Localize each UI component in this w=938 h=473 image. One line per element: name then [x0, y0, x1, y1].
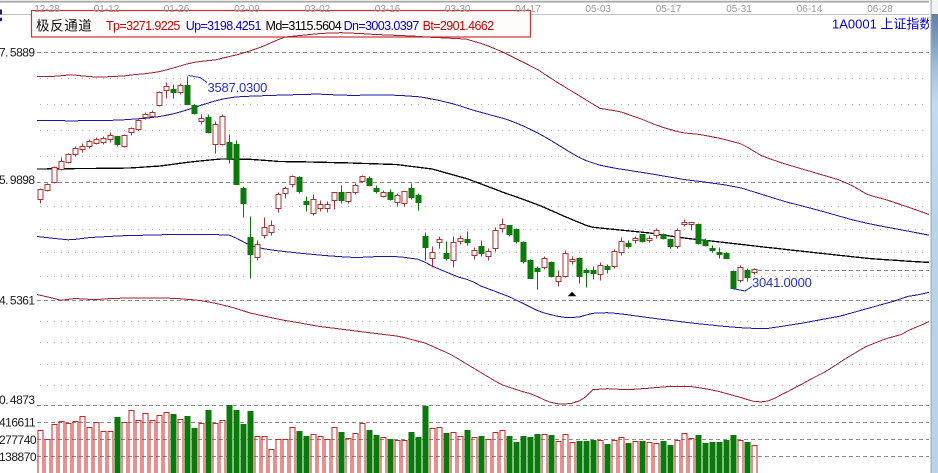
- svg-text:03-16: 03-16: [375, 4, 401, 15]
- svg-text:1A0001 上证指数: 1A0001 上证指数: [832, 17, 932, 32]
- svg-text:03-30: 03-30: [445, 4, 471, 15]
- svg-text:02-09: 02-09: [234, 4, 260, 15]
- svg-text:Tp=3271.9225: Tp=3271.9225: [106, 19, 180, 33]
- svg-text:05-17: 05-17: [656, 4, 682, 15]
- svg-text:3041.0000: 3041.0000: [752, 275, 812, 290]
- svg-text:5. 9898: 5. 9898: [0, 173, 35, 187]
- svg-text:12-28: 12-28: [34, 4, 60, 15]
- svg-text:4. 5361: 4. 5361: [0, 294, 35, 308]
- svg-text:03-02: 03-02: [305, 4, 331, 15]
- svg-text:7. 5889: 7. 5889: [0, 46, 35, 60]
- svg-text:06-14: 06-14: [797, 4, 823, 15]
- svg-text:05-31: 05-31: [726, 4, 752, 15]
- svg-text:277740: 277740: [0, 433, 37, 447]
- svg-text:04-17: 04-17: [515, 4, 541, 15]
- svg-text:01-12: 01-12: [94, 4, 120, 15]
- svg-text:138870: 138870: [0, 450, 37, 464]
- svg-text:0. 4873: 0. 4873: [0, 393, 35, 407]
- svg-text:Md=3115.5604: Md=3115.5604: [266, 19, 342, 33]
- svg-text:416611: 416611: [0, 415, 36, 429]
- svg-text:Up=3198.4251: Up=3198.4251: [186, 19, 262, 33]
- svg-text:06-28: 06-28: [867, 4, 893, 15]
- svg-text:Dn=3003.0397: Dn=3003.0397: [344, 19, 420, 33]
- svg-text:01-26: 01-26: [164, 4, 190, 15]
- svg-text:05-03: 05-03: [585, 4, 611, 15]
- svg-text:3587.0300: 3587.0300: [208, 80, 268, 95]
- svg-text:极反通道: 极反通道: [36, 19, 92, 34]
- svg-text:Bt=2901.4662: Bt=2901.4662: [423, 19, 495, 33]
